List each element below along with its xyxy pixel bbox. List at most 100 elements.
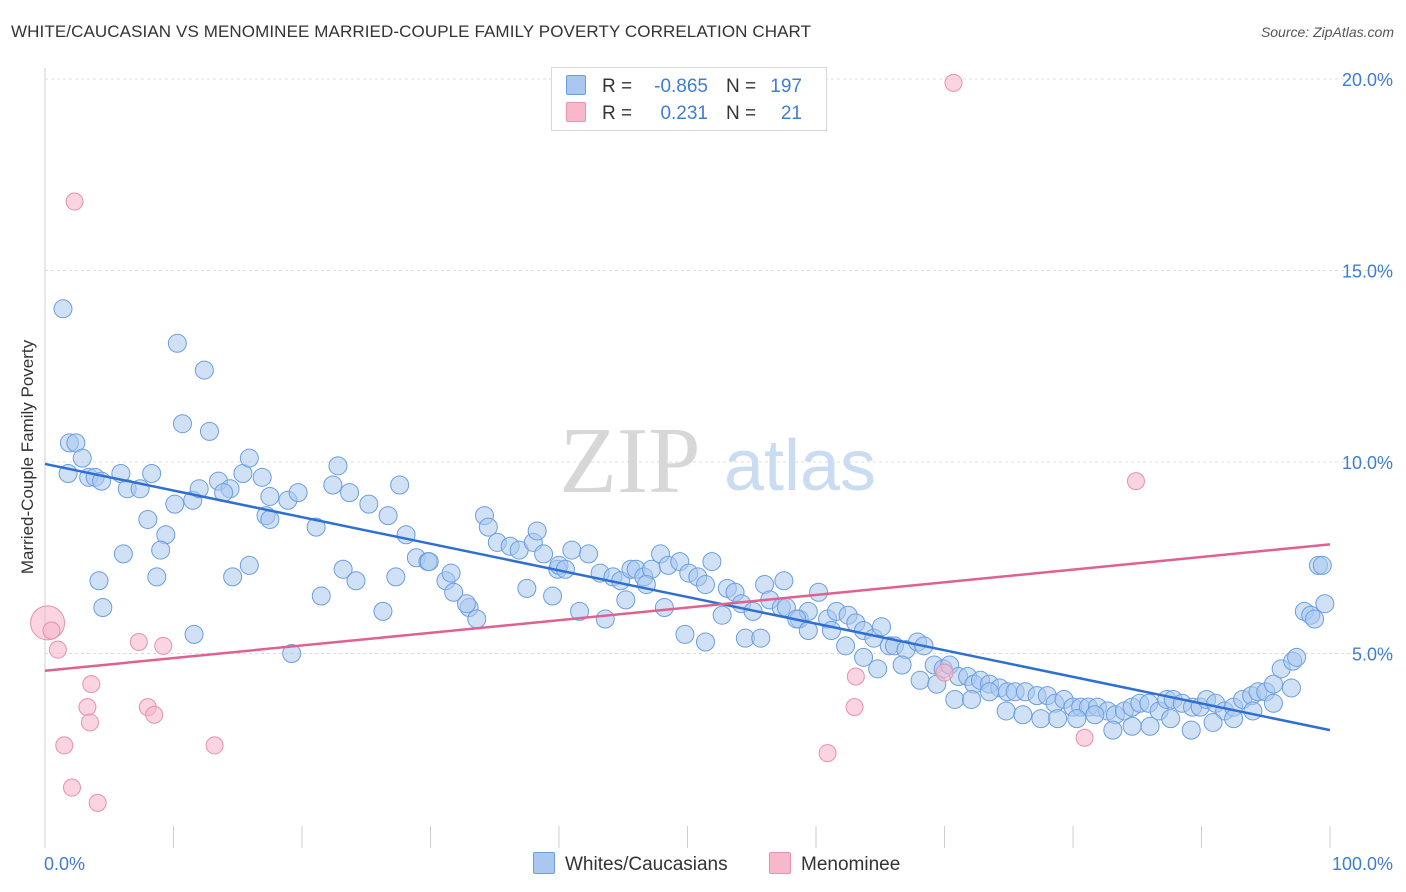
point-whites (1103, 720, 1123, 740)
point-whites (1312, 555, 1332, 575)
point-menominee (935, 663, 954, 682)
point-menominee (845, 698, 864, 717)
point-whites (142, 463, 162, 483)
point-whites (346, 571, 366, 591)
point-whites (328, 456, 348, 476)
trend-lines (44, 462, 1331, 732)
point-whites (252, 467, 272, 487)
legend-r-value-menominee: 0.231 (660, 103, 708, 124)
bottom-legend-swatch-menominee (769, 852, 791, 874)
point-whites (996, 701, 1016, 721)
point-whites (961, 689, 981, 709)
point-menominee (78, 698, 97, 717)
point-whites (311, 586, 331, 606)
point-whites (616, 590, 636, 610)
point-whites (165, 494, 185, 514)
point-whites (517, 578, 537, 598)
point-menominee (82, 675, 101, 694)
point-whites (1315, 594, 1335, 614)
source-label: Source: ZipAtlas.com (1260, 24, 1394, 40)
point-whites (1287, 647, 1307, 667)
y-tick-label: 5.0% (1352, 645, 1393, 665)
point-whites (282, 644, 302, 663)
point-whites (1122, 716, 1142, 736)
point-whites (72, 448, 92, 468)
point-menominee (88, 793, 107, 812)
bottom-legend-menominee: Menominee (769, 852, 900, 876)
point-whites (444, 582, 464, 602)
bottom-legend-label-whites: Whites/Caucasians (565, 854, 728, 875)
point-whites (151, 540, 171, 560)
point-whites (712, 605, 732, 625)
point-whites (199, 421, 219, 441)
point-menominee (1075, 728, 1094, 747)
legend-row-whites: R = -0.865 N = 197 (566, 75, 802, 99)
point-whites (184, 624, 204, 644)
point-whites (654, 598, 674, 618)
legend-n-label: N = (726, 76, 757, 97)
point-menominee (65, 192, 84, 211)
x-tick-label: 100.0% (1332, 854, 1393, 874)
legend-n-value-whites: 197 (770, 76, 802, 97)
point-whites (1048, 709, 1068, 729)
point-whites (809, 582, 829, 602)
y-tick-label: 20.0% (1342, 70, 1393, 90)
point-whites (527, 521, 547, 541)
point-whites (239, 448, 259, 468)
point-menominee (55, 736, 74, 755)
legend-r-value-whites: -0.865 (654, 76, 708, 97)
point-whites (910, 670, 930, 690)
point-whites (774, 571, 794, 591)
point-menominee (846, 667, 865, 686)
point-whites (675, 624, 695, 644)
y-tick-label: 15.0% (1342, 262, 1393, 282)
point-whites (751, 628, 771, 648)
point-whites (695, 575, 715, 595)
point-whites (89, 571, 109, 591)
point-whites (189, 479, 209, 499)
point-whites (1140, 716, 1160, 736)
watermark-atlas: atlas (724, 426, 876, 506)
point-whites (138, 509, 158, 529)
point-whites (868, 659, 888, 679)
point-whites (1067, 709, 1087, 729)
point-whites (194, 360, 214, 380)
point-whites (562, 540, 582, 560)
point-whites (695, 632, 715, 652)
point-menominee (42, 621, 61, 640)
point-whites (1031, 709, 1051, 729)
point-whites (1013, 705, 1033, 725)
point-whites (456, 594, 476, 614)
point-whites (534, 544, 554, 564)
point-whites (167, 333, 187, 353)
legend-swatch-whites (566, 75, 586, 95)
point-whites (872, 617, 892, 637)
point-whites (467, 609, 487, 629)
legend-n-label: N = (726, 103, 757, 124)
point-whites (373, 601, 393, 621)
point-whites (306, 517, 326, 537)
point-whites (260, 486, 280, 506)
point-whites (323, 475, 343, 495)
point-menominee (129, 633, 148, 652)
point-menominee (80, 713, 99, 732)
point-whites (1263, 674, 1283, 694)
point-menominee (48, 640, 67, 659)
point-whites (223, 567, 243, 587)
point-whites (390, 475, 410, 495)
point-whites (113, 544, 133, 564)
point-menominee (944, 73, 963, 92)
bottom-legend-whites: Whites/Caucasians (533, 852, 728, 876)
point-whites (1305, 609, 1325, 629)
point-menominee (145, 705, 164, 724)
point-whites (333, 559, 353, 579)
point-whites (821, 621, 841, 641)
legend-row-menominee: R = 0.231 N = 21 (566, 102, 802, 126)
point-whites (239, 555, 259, 575)
watermark-zip: ZIP (560, 409, 701, 513)
point-menominee (1126, 472, 1145, 491)
point-whites (93, 598, 113, 618)
trend-line-menominee (44, 543, 1331, 672)
x-tick-label: 0.0% (44, 854, 85, 874)
point-whites (854, 647, 874, 667)
